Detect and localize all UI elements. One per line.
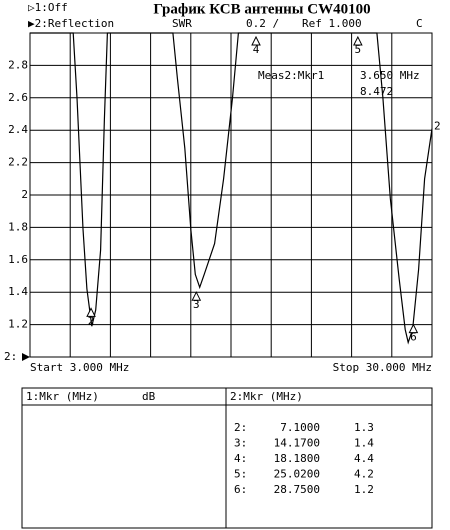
marker-label: 3	[193, 298, 200, 311]
meas-freq: 3.650 MHz	[360, 69, 420, 82]
trace-label: 2	[434, 120, 441, 133]
row-index: 6:	[234, 483, 247, 496]
row-swr: 1.3	[354, 421, 374, 434]
channel-2: ▶2:Reflection	[28, 17, 114, 30]
row-freq: 14.1700	[274, 437, 320, 450]
row-swr: 1.2	[354, 483, 374, 496]
format: SWR	[172, 17, 192, 30]
y-tick-label: 2.2	[8, 156, 28, 169]
scale: 0.2 /	[246, 17, 279, 30]
marker	[408, 323, 419, 334]
meas-value: 8.472	[360, 85, 393, 98]
row-index: 4:	[234, 452, 247, 465]
stop-label: Stop 30.000 MHz	[333, 361, 432, 374]
row-swr: 1.4	[354, 437, 374, 450]
marker-label: 6	[410, 331, 417, 344]
y-tick-label: 2.4	[8, 123, 28, 136]
marker-table	[21, 387, 433, 529]
meas-label: Meas2:Mkr1	[258, 69, 324, 82]
start-label: Start 3.000 MHz	[30, 361, 129, 374]
meas-box	[256, 68, 426, 100]
row-index: 2:	[234, 421, 247, 434]
ref-arrow	[22, 353, 30, 361]
y-tick-label: 1.6	[8, 253, 28, 266]
ref-label: 2:	[4, 350, 17, 363]
row-freq: 18.1800	[274, 452, 320, 465]
row-index: 3:	[234, 437, 247, 450]
row-swr: 4.2	[354, 468, 374, 481]
y-tick-label: 1.4	[8, 285, 28, 298]
row-index: 5:	[234, 468, 247, 481]
marker	[353, 35, 363, 46]
y-tick-label: 2.8	[8, 58, 28, 71]
flag: C	[416, 17, 423, 30]
marker	[86, 307, 96, 317]
swr-trace	[30, 32, 433, 345]
row-freq: 7.1000	[280, 421, 320, 434]
channel-1: ▷1:Off	[28, 1, 68, 14]
marker-label: 2	[88, 314, 95, 327]
y-tick-label: 1.2	[8, 318, 28, 331]
marker-label: 5	[355, 43, 362, 56]
reference: Ref 1.000	[302, 17, 362, 30]
right-header: 2:Mkr (MHz)	[230, 390, 303, 403]
row-swr: 4.4	[354, 452, 374, 465]
marker-label: 4	[253, 43, 260, 56]
row-freq: 25.0200	[274, 468, 320, 481]
marker	[191, 291, 202, 301]
y-tick-label: 2.6	[8, 91, 28, 104]
chart-title: График КСВ антенны CW40100	[153, 1, 370, 17]
left-header: 1:Mkr (MHz)	[26, 390, 99, 403]
y-tick-label: 2	[21, 188, 28, 201]
row-freq: 28.7500	[274, 483, 320, 496]
marker	[251, 35, 261, 46]
left-unit: dB	[142, 390, 156, 403]
y-tick-label: 1.8	[8, 220, 28, 233]
